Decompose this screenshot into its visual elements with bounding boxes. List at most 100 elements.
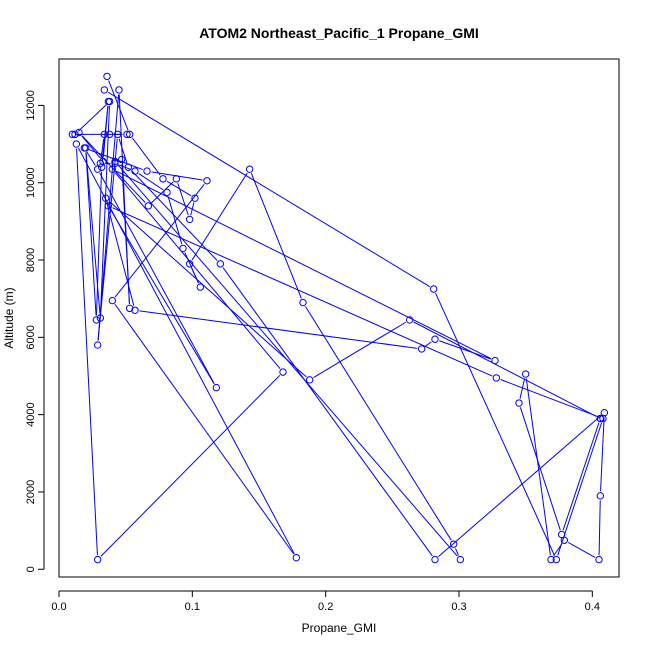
data-point [97, 163, 106, 171]
data-point [560, 536, 569, 544]
data-point [113, 130, 122, 139]
data-point [105, 130, 114, 139]
series-points [68, 72, 609, 564]
data-point [292, 553, 301, 562]
data-point [599, 414, 607, 423]
series-segment [139, 310, 418, 349]
series-segment [107, 91, 431, 288]
data-point [111, 159, 119, 168]
series-segment [108, 80, 129, 131]
data-point [185, 215, 194, 224]
data-point [111, 157, 119, 166]
series-segment [118, 94, 130, 304]
x-tick-label: 0.4 [585, 601, 600, 613]
data-point [203, 177, 211, 185]
series-segment [110, 209, 215, 384]
data-point [100, 86, 109, 94]
y-tick-label: 2000 [25, 480, 37, 504]
data-point [417, 345, 426, 353]
x-tick-label: 0.2 [318, 601, 333, 613]
data-point [108, 165, 117, 173]
data-point [131, 306, 139, 314]
series-segment [88, 149, 143, 171]
series-segment [600, 417, 605, 492]
series-segment [81, 135, 101, 159]
data-point [216, 260, 225, 268]
y-tick-label: 12000 [25, 90, 37, 121]
data-point [131, 167, 139, 175]
data-point [101, 194, 110, 202]
data-point [299, 298, 307, 307]
data-point [456, 555, 465, 564]
series-segment [100, 105, 110, 314]
series-segment [97, 138, 118, 341]
series-segment [114, 183, 205, 298]
data-point [125, 130, 134, 139]
series-segment [76, 148, 98, 556]
data-point [431, 335, 439, 343]
data-point [595, 555, 603, 564]
series-segment [85, 152, 97, 316]
series-segment [86, 151, 96, 166]
data-point [212, 383, 221, 392]
series-segment [568, 542, 596, 558]
series-segment [99, 172, 215, 384]
series-segment [439, 340, 491, 360]
data-point [93, 165, 102, 173]
data-point [104, 202, 113, 210]
x-axis: 0.0 0.1 0.2 0.3 0.4 [51, 590, 600, 613]
series-segment [77, 104, 107, 132]
series-segment [100, 374, 281, 557]
series-segment [118, 138, 128, 164]
series-segment [438, 415, 602, 558]
data-point [103, 72, 111, 81]
series-segment [100, 138, 105, 159]
series-lines [76, 80, 605, 558]
y-tick-label: 10000 [25, 167, 37, 198]
x-tick-label: 0.3 [451, 601, 466, 613]
data-point [143, 167, 151, 175]
series-segment [519, 407, 561, 531]
data-point [449, 540, 458, 548]
data-point [515, 399, 523, 407]
series-segment [222, 267, 433, 557]
data-point [115, 86, 123, 94]
data-point [105, 97, 114, 106]
data-point [521, 370, 530, 378]
series-segment [95, 171, 103, 316]
y-tick-label: 8000 [25, 248, 37, 272]
y-tick-label: 0 [25, 566, 37, 572]
data-point [172, 175, 181, 183]
series-segment [131, 137, 161, 176]
series-segment [114, 303, 295, 555]
series-segment [112, 207, 493, 377]
data-point [491, 356, 499, 365]
series-segment [313, 321, 407, 378]
data-point [71, 130, 79, 139]
series-segment [97, 94, 120, 341]
series-segment [106, 202, 135, 307]
y-tick-label: 6000 [25, 325, 37, 349]
y-axis: 0 2000 4000 6000 8000 10000 12000 [25, 90, 45, 572]
series-segment [114, 172, 281, 369]
series-segment [500, 379, 599, 418]
series-segment [304, 306, 452, 541]
series-segment [454, 548, 460, 556]
data-point [100, 130, 109, 139]
series-segment [435, 292, 555, 556]
series-segment [562, 422, 600, 531]
data-point [68, 130, 77, 139]
data-point [159, 175, 167, 183]
plot-frame [58, 58, 620, 578]
y-axis-label: Altitude (m) [2, 287, 16, 348]
data-point [144, 202, 153, 210]
series-segment [116, 170, 492, 359]
data-point [96, 314, 105, 322]
series-segment [108, 200, 307, 378]
data-point [92, 316, 101, 324]
data-point [124, 163, 133, 171]
data-point [429, 285, 438, 293]
data-point [72, 140, 81, 148]
data-point [117, 155, 126, 164]
series-segment [191, 267, 199, 284]
